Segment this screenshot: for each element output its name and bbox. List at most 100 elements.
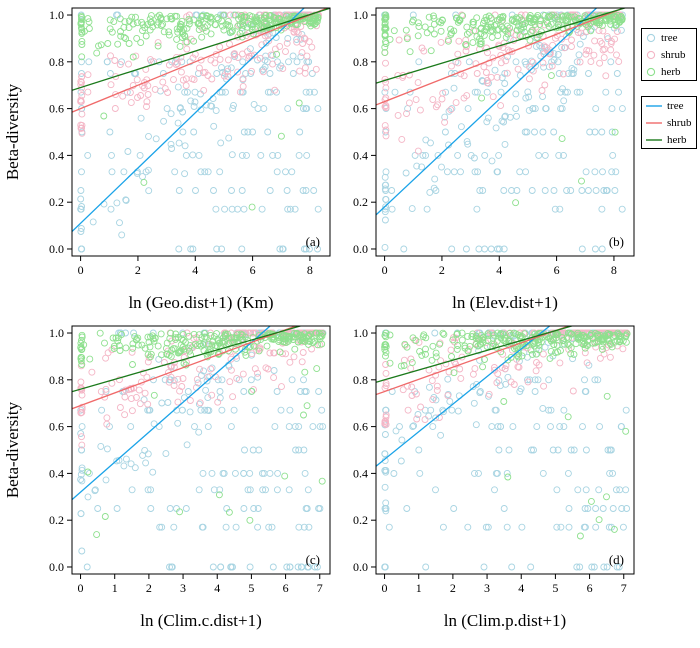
tree-point (314, 205, 322, 213)
shrub-regression-line (376, 8, 626, 106)
shrub-point (174, 375, 182, 383)
shrub-point (135, 386, 143, 394)
herb-point (605, 15, 613, 23)
shrub-point (405, 99, 413, 107)
tree-point (385, 523, 393, 531)
tree-point (414, 411, 422, 418)
shrub-point (286, 358, 294, 366)
tree-point (240, 505, 248, 512)
herb-point (233, 331, 241, 339)
tree-point (186, 408, 194, 416)
tree-point (183, 441, 191, 449)
tree-point (218, 406, 226, 414)
herb-point (506, 329, 513, 337)
herb-point (512, 199, 520, 207)
tree-point (208, 469, 216, 477)
herb-point (300, 334, 308, 342)
tree-point (517, 385, 525, 393)
tree-point (210, 486, 218, 494)
herb-point (86, 355, 94, 363)
herb-point (281, 472, 289, 480)
herb-point (179, 30, 187, 38)
tree-point (179, 128, 187, 136)
tree-point (227, 563, 235, 571)
tree-point (261, 63, 269, 71)
herb-point (185, 344, 193, 352)
tree-point (582, 168, 590, 176)
herb-point (472, 334, 480, 342)
shrub-point (619, 345, 627, 353)
herb-point (141, 24, 149, 32)
shrub-point (170, 382, 178, 389)
tree-point (283, 187, 291, 194)
herb-point (315, 329, 323, 337)
herb-point (150, 391, 158, 399)
herb-point (228, 27, 236, 35)
shrub-point (283, 39, 291, 47)
herb-point (567, 330, 575, 338)
herb-point (252, 17, 260, 25)
shrub-point (540, 382, 548, 390)
shrub-point (248, 67, 255, 75)
tree-point (495, 446, 503, 454)
tree-point (596, 423, 604, 431)
tree-point (251, 406, 259, 414)
tree-point (481, 245, 489, 253)
tree-point (230, 406, 238, 414)
shrub-point (256, 54, 264, 62)
herb-point (541, 11, 549, 19)
shrub-point (460, 72, 468, 80)
y-tick-label: 0.8 (49, 55, 64, 69)
shrub-point (454, 50, 462, 58)
herb-point (224, 347, 232, 355)
herb-point (241, 348, 249, 356)
herb-point (408, 18, 416, 26)
shrub-point (174, 398, 182, 406)
shrub-point (239, 370, 247, 378)
shrub-point (398, 135, 406, 143)
herb-point (242, 13, 250, 21)
tree-point (569, 355, 577, 363)
tree-point (293, 36, 301, 43)
shrub-point (434, 101, 442, 109)
herb-point (603, 15, 611, 23)
shrub-point (186, 397, 194, 404)
tree-point (84, 493, 92, 501)
tree-point (618, 505, 626, 512)
plot-frame (375, 7, 635, 257)
shrub-point (182, 82, 190, 90)
tree-point (598, 205, 606, 213)
shrub-point (514, 65, 522, 73)
shrub-point (298, 358, 306, 366)
y-tick-label: 0.8 (49, 373, 64, 387)
herb-point (194, 20, 202, 28)
herb-point (78, 53, 86, 61)
tree-point (293, 58, 301, 66)
tree-point (195, 400, 203, 408)
tree-point (381, 450, 389, 458)
shrub-point (249, 329, 257, 337)
herb-point (454, 342, 462, 349)
shrub-point (271, 86, 279, 94)
tree-point (218, 88, 226, 96)
tree-point (152, 135, 160, 143)
shrub-point (591, 37, 599, 45)
y-tick-label: 0.2 (49, 195, 64, 209)
tree-point (300, 523, 308, 531)
tree-point (78, 58, 85, 66)
herb-point (221, 331, 229, 339)
tree-point (116, 329, 124, 337)
shrub-point (308, 43, 316, 51)
y-tick-label: 0.0 (49, 242, 64, 256)
herb-point (554, 20, 562, 28)
shrub-point (437, 38, 445, 46)
herb-point (300, 411, 307, 419)
shrub-point (539, 350, 547, 358)
herb-point (117, 28, 124, 35)
herb-point (600, 336, 608, 343)
herb-point (195, 19, 203, 27)
tree-point (85, 469, 93, 477)
herb-point (251, 16, 259, 24)
tree-point (608, 168, 616, 176)
herb-point (84, 15, 92, 23)
